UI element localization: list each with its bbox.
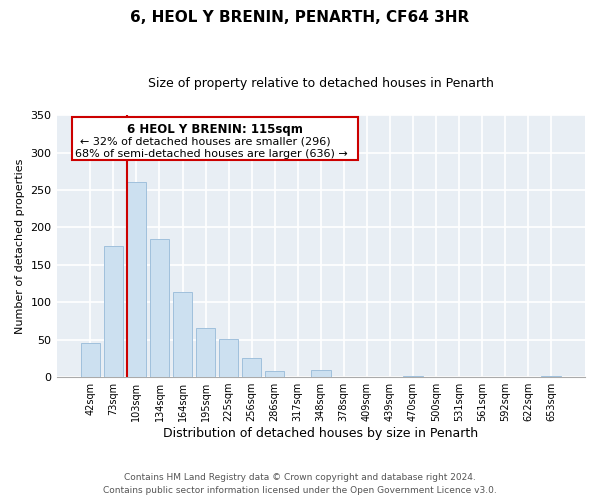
Bar bbox=[403, 376, 423, 377]
Bar bbox=[265, 371, 284, 377]
Bar bbox=[242, 358, 262, 377]
Bar bbox=[80, 342, 100, 377]
FancyBboxPatch shape bbox=[73, 116, 358, 160]
Text: 6 HEOL Y BRENIN: 115sqm: 6 HEOL Y BRENIN: 115sqm bbox=[127, 123, 303, 136]
X-axis label: Distribution of detached houses by size in Penarth: Distribution of detached houses by size … bbox=[163, 427, 478, 440]
Title: Size of property relative to detached houses in Penarth: Size of property relative to detached ho… bbox=[148, 78, 494, 90]
Bar bbox=[149, 240, 169, 377]
Y-axis label: Number of detached properties: Number of detached properties bbox=[15, 158, 25, 334]
Text: ← 32% of detached houses are smaller (296): ← 32% of detached houses are smaller (29… bbox=[80, 136, 331, 146]
Text: Contains HM Land Registry data © Crown copyright and database right 2024.
Contai: Contains HM Land Registry data © Crown c… bbox=[103, 474, 497, 495]
Bar bbox=[104, 246, 123, 377]
Text: 6, HEOL Y BRENIN, PENARTH, CF64 3HR: 6, HEOL Y BRENIN, PENARTH, CF64 3HR bbox=[130, 10, 470, 25]
Bar bbox=[541, 376, 561, 377]
Text: 68% of semi-detached houses are larger (636) →: 68% of semi-detached houses are larger (… bbox=[75, 150, 348, 160]
Bar bbox=[311, 370, 331, 377]
Bar bbox=[219, 339, 238, 377]
Bar bbox=[196, 328, 215, 377]
Bar bbox=[173, 292, 193, 377]
Bar bbox=[127, 182, 146, 377]
